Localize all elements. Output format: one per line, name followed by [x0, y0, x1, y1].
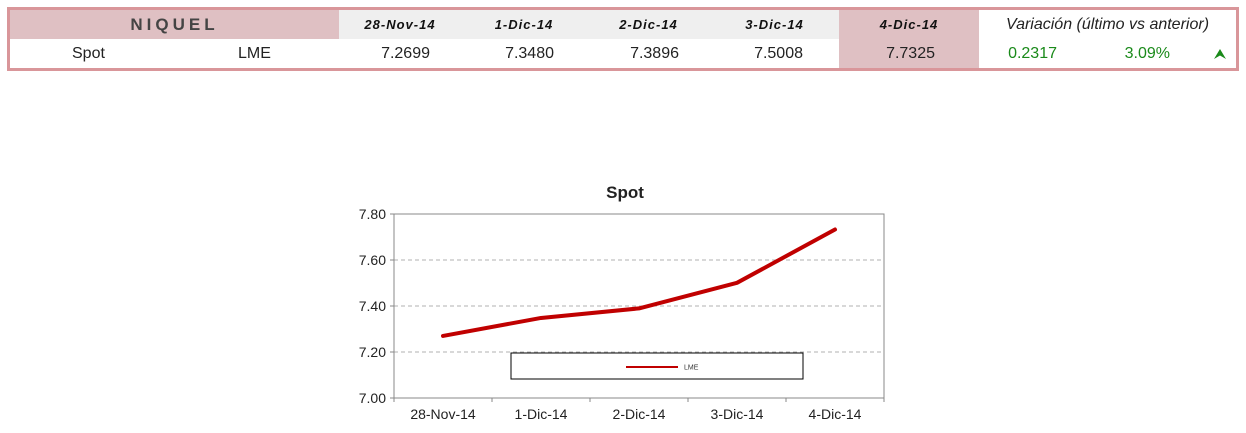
date-header-1: 28-Nov-14: [339, 10, 461, 39]
y-tick-label: 7.00: [359, 390, 386, 406]
row-market: LME: [238, 44, 271, 62]
legend-box: [510, 352, 804, 380]
chart-title: Spot: [606, 183, 644, 202]
change-percent: 3.09%: [1124, 44, 1170, 62]
y-tick-label: 7.60: [359, 252, 386, 268]
x-tick-label: 2-Dic-14: [613, 406, 666, 422]
plot-area-frame: [393, 213, 885, 399]
x-tick-label: 1-Dic-14: [515, 406, 568, 422]
y-tick-label: 7.20: [359, 344, 386, 360]
variation-header: Variación (último vs anterior): [1005, 15, 1210, 33]
value-cell-3: 7.3896: [630, 44, 679, 62]
date-header-4: 3-Dic-14: [710, 10, 839, 39]
x-tick-label: 28-Nov-14: [410, 406, 476, 422]
y-tick-label: 7.80: [359, 206, 386, 222]
value-cell-2: 7.3480: [505, 44, 554, 62]
value-cell-5: 7.7325: [839, 39, 979, 68]
date-header-3: 2-Dic-14: [587, 10, 710, 39]
up-triangle-icon: [1210, 39, 1230, 68]
value-cell-1: 7.2699: [381, 44, 430, 62]
series-line-lme: [441, 227, 837, 338]
price-table: NIQUEL 28-Nov-14 1-Dic-14 2-Dic-14 3-Dic…: [7, 7, 1239, 71]
value-cell-4: 7.5008: [754, 44, 803, 62]
date-header-2: 1-Dic-14: [461, 10, 587, 39]
x-tick-label: 3-Dic-14: [711, 406, 764, 422]
date-header-5: 4-Dic-14: [839, 10, 979, 39]
x-tick-label: 4-Dic-14: [809, 406, 862, 422]
y-tick-label: 7.40: [359, 298, 386, 314]
change-absolute: 0.2317: [1008, 44, 1057, 62]
row-label: Spot: [72, 44, 105, 62]
legend-label: LME: [684, 365, 699, 372]
metal-title: NIQUEL: [10, 10, 339, 39]
